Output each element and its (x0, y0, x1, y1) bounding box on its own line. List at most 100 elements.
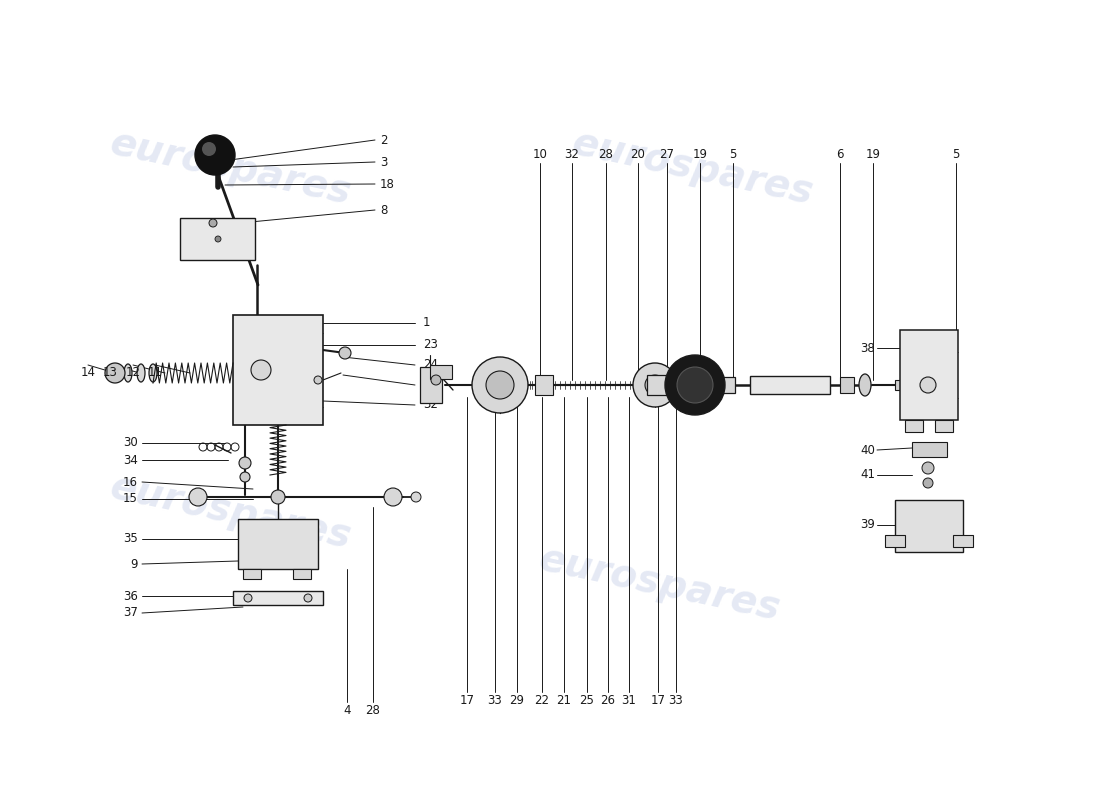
Text: eurospares: eurospares (107, 124, 355, 212)
Text: 29: 29 (509, 694, 525, 706)
Circle shape (214, 236, 221, 242)
Text: 36: 36 (123, 590, 138, 602)
Text: 9: 9 (131, 558, 138, 570)
Text: 37: 37 (123, 606, 138, 619)
Circle shape (920, 377, 936, 393)
Text: 38: 38 (860, 342, 875, 354)
Circle shape (202, 142, 216, 156)
FancyBboxPatch shape (953, 535, 974, 547)
Ellipse shape (148, 364, 157, 382)
Circle shape (431, 375, 441, 385)
Circle shape (922, 462, 934, 474)
Text: 23: 23 (424, 338, 438, 351)
FancyBboxPatch shape (420, 367, 442, 403)
Text: 11: 11 (147, 366, 163, 379)
Text: 8: 8 (379, 203, 387, 217)
FancyBboxPatch shape (713, 377, 735, 393)
Text: 40: 40 (860, 443, 875, 457)
Circle shape (666, 355, 725, 415)
Circle shape (472, 357, 528, 413)
Text: 4: 4 (343, 703, 351, 717)
Circle shape (486, 371, 514, 399)
FancyBboxPatch shape (233, 591, 323, 605)
Text: 28: 28 (598, 149, 614, 162)
Circle shape (632, 363, 676, 407)
Text: 32: 32 (424, 398, 438, 411)
Text: 24: 24 (424, 358, 438, 371)
FancyBboxPatch shape (535, 375, 553, 395)
Circle shape (676, 367, 713, 403)
Circle shape (304, 594, 312, 602)
Text: 10: 10 (532, 149, 548, 162)
FancyBboxPatch shape (750, 376, 830, 394)
Text: 2: 2 (379, 134, 387, 146)
Text: 17: 17 (650, 694, 666, 706)
Ellipse shape (859, 374, 871, 396)
FancyBboxPatch shape (840, 377, 854, 393)
Text: 13: 13 (102, 366, 118, 379)
Ellipse shape (138, 364, 145, 382)
FancyBboxPatch shape (430, 365, 452, 379)
Text: 41: 41 (860, 469, 875, 482)
Circle shape (104, 363, 125, 383)
FancyBboxPatch shape (886, 535, 905, 547)
Text: eurospares: eurospares (569, 124, 817, 212)
FancyBboxPatch shape (293, 569, 311, 579)
Text: 1: 1 (424, 317, 430, 330)
Circle shape (923, 478, 933, 488)
Circle shape (251, 360, 271, 380)
FancyBboxPatch shape (238, 519, 318, 569)
FancyBboxPatch shape (180, 218, 255, 260)
Text: 21: 21 (557, 694, 572, 706)
Text: 28: 28 (365, 703, 381, 717)
FancyBboxPatch shape (647, 375, 675, 395)
Text: 3: 3 (379, 155, 387, 169)
FancyBboxPatch shape (895, 380, 905, 390)
Text: 20: 20 (630, 149, 646, 162)
FancyBboxPatch shape (912, 442, 947, 457)
Text: 30: 30 (123, 437, 138, 450)
Text: 26: 26 (601, 694, 616, 706)
Text: eurospares: eurospares (107, 468, 355, 556)
Circle shape (645, 375, 665, 395)
Text: 33: 33 (487, 694, 503, 706)
Circle shape (339, 347, 351, 359)
Text: eurospares: eurospares (536, 540, 784, 628)
FancyBboxPatch shape (895, 500, 962, 552)
Text: 6: 6 (836, 149, 844, 162)
Text: 12: 12 (125, 366, 141, 379)
Circle shape (244, 594, 252, 602)
Text: 14: 14 (80, 366, 96, 379)
Text: 18: 18 (379, 178, 395, 190)
Text: 15: 15 (123, 493, 138, 506)
Text: 34: 34 (123, 454, 138, 466)
Text: 33: 33 (669, 694, 683, 706)
Text: 19: 19 (693, 149, 707, 162)
FancyBboxPatch shape (243, 569, 261, 579)
Circle shape (209, 219, 217, 227)
Circle shape (239, 457, 251, 469)
FancyBboxPatch shape (900, 330, 958, 420)
Text: 31: 31 (621, 694, 637, 706)
Text: 5: 5 (729, 149, 737, 162)
Circle shape (195, 135, 235, 175)
FancyBboxPatch shape (935, 420, 953, 432)
Circle shape (189, 488, 207, 506)
Text: 16: 16 (123, 475, 138, 489)
Text: 35: 35 (123, 533, 138, 546)
Text: 5: 5 (953, 149, 959, 162)
Ellipse shape (124, 364, 132, 382)
Circle shape (271, 490, 285, 504)
Text: 27: 27 (660, 149, 674, 162)
Text: 17: 17 (460, 694, 474, 706)
Circle shape (411, 492, 421, 502)
Circle shape (240, 472, 250, 482)
Text: 19: 19 (866, 149, 880, 162)
FancyBboxPatch shape (233, 315, 323, 425)
Text: 39: 39 (860, 518, 875, 531)
Circle shape (314, 376, 322, 384)
Circle shape (384, 488, 402, 506)
FancyBboxPatch shape (905, 420, 923, 432)
Text: 32: 32 (564, 149, 580, 162)
Text: 22: 22 (535, 694, 550, 706)
